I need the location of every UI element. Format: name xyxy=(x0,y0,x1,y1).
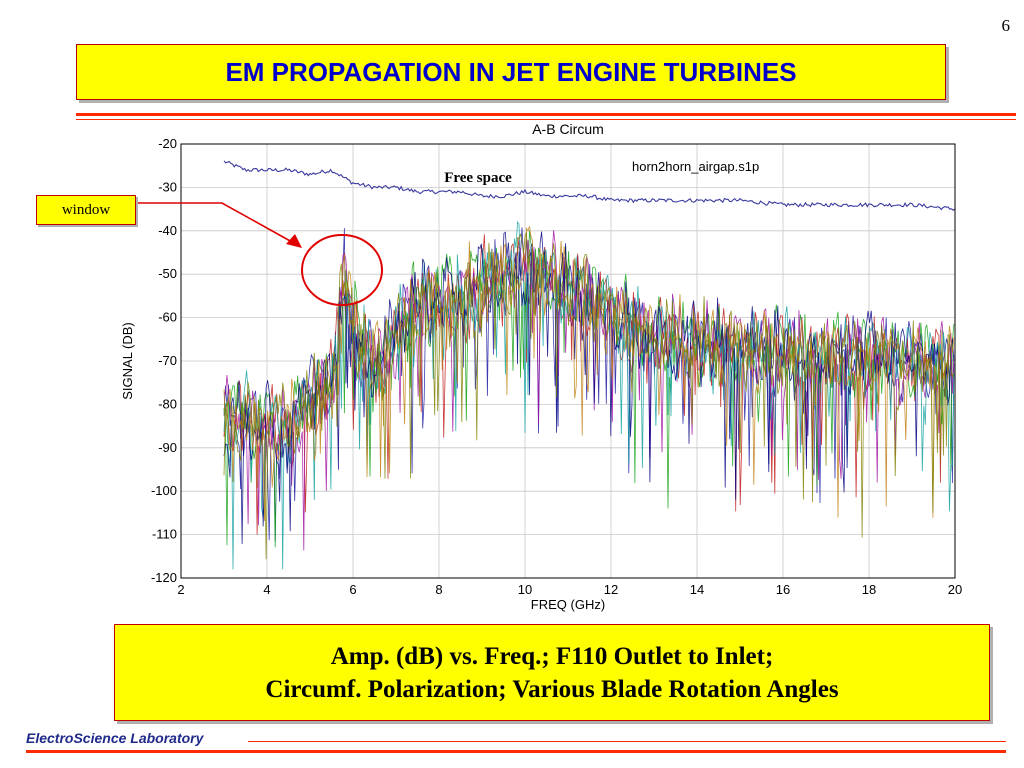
top-rule-thick xyxy=(76,113,1016,116)
y-tick-label: -50 xyxy=(158,266,177,281)
axis-ticks: 2 4 6 8 10 12 14 16 18 20 -20 -30 -40 -50 -60 -70 -80 -90… xyxy=(151,136,962,597)
window-callout-label: window xyxy=(36,195,136,225)
x-tick-label: 16 xyxy=(776,582,790,597)
x-tick-label: 8 xyxy=(435,582,442,597)
y-tick-label: -40 xyxy=(158,223,177,238)
signal-trace xyxy=(223,226,955,522)
top-rule-thin xyxy=(76,119,1016,120)
x-tick-label: 6 xyxy=(349,582,356,597)
title-box: EM PROPAGATION IN JET ENGINE TURBINES xyxy=(76,44,946,100)
x-tick-label: 12 xyxy=(604,582,618,597)
y-tick-label: -60 xyxy=(158,310,177,325)
y-tick-label: -110 xyxy=(152,527,177,542)
y-axis-label: SIGNAL (DB) xyxy=(120,322,135,400)
x-tick-label: 10 xyxy=(518,582,532,597)
footer-rule-thick xyxy=(26,750,1006,753)
window-callout-text: window xyxy=(61,201,111,218)
y-tick-label: -70 xyxy=(158,353,177,368)
x-axis-label: FREQ (GHz) xyxy=(531,597,605,612)
footer-lab-name: ElectroScience Laboratory xyxy=(26,730,204,746)
slide-title: EM PROPAGATION IN JET ENGINE TURBINES xyxy=(225,56,797,87)
caption-line-2: Circumf. Polarization; Various Blade Rot… xyxy=(265,675,839,703)
caption-box: Amp. (dB) vs. Freq.; F110 Outlet to Inle… xyxy=(114,624,990,721)
x-tick-label: 14 xyxy=(690,582,704,597)
signal-trace xyxy=(223,231,955,560)
y-tick-label: -80 xyxy=(158,396,177,411)
x-tick-label: 18 xyxy=(862,582,876,597)
caption-line-1: Amp. (dB) vs. Freq.; F110 Outlet to Inle… xyxy=(330,642,774,670)
y-tick-label: -30 xyxy=(158,179,177,194)
chart-title: A-B Circum xyxy=(532,121,604,137)
page-number: 6 xyxy=(1001,16,1011,35)
signal-traces xyxy=(223,220,955,570)
spectrum-chart: 2 4 6 8 10 12 14 16 18 20 -20 -30 -40 -50 -60 -70 -80 -90… xyxy=(120,121,962,612)
footer-rule-thin xyxy=(248,741,1006,742)
y-tick-label: -20 xyxy=(158,136,177,151)
free-space-label: Free space xyxy=(444,170,512,186)
free-space-trace xyxy=(223,160,956,212)
plot-frame xyxy=(180,143,956,579)
y-tick-label: -90 xyxy=(158,440,177,455)
x-tick-label: 4 xyxy=(263,582,270,597)
window-callout-arrowhead xyxy=(286,234,302,248)
window-callout-circle xyxy=(301,234,383,306)
window-callout-arrow xyxy=(134,202,293,243)
legend-filename: horn2horn_airgap.s1p xyxy=(632,159,759,174)
x-tick-label: 2 xyxy=(177,582,184,597)
y-tick-label: -100 xyxy=(151,483,177,498)
x-tick-label: 20 xyxy=(948,582,962,597)
y-tick-label: -120 xyxy=(151,570,177,585)
